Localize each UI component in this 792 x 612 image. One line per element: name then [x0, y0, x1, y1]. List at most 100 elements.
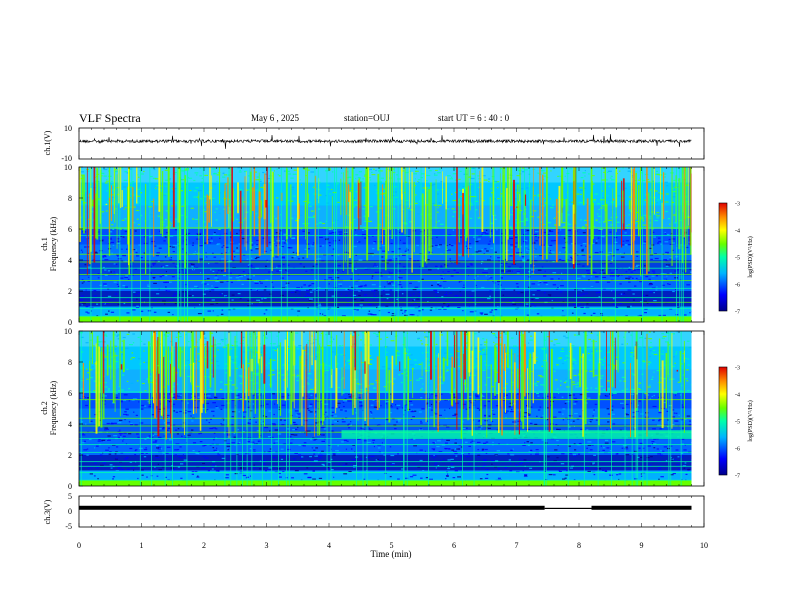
spectrogram-speckle	[155, 455, 159, 457]
spectrogram-speckle	[589, 449, 593, 451]
spectrogram-speckle	[195, 385, 200, 387]
spectrogram-speckle	[439, 274, 443, 276]
spectrogram-speckle	[398, 374, 401, 376]
spectrogram-speckle	[680, 314, 685, 316]
spectrogram-speckle	[157, 260, 161, 263]
spectrogram-speckle	[261, 296, 264, 298]
spectrogram-speckle	[664, 313, 667, 315]
spectrogram-speckle	[376, 335, 379, 337]
spectrogram-speckle	[600, 236, 605, 238]
sferic-stroke	[244, 176, 246, 247]
spectrogram-speckle	[642, 179, 646, 182]
spectrogram-speckle	[221, 457, 226, 459]
spectrogram-speckle	[465, 388, 469, 390]
spectrogram-speckle	[161, 466, 165, 468]
spectrogram-speckle	[226, 280, 230, 282]
spectrogram-speckle	[606, 408, 610, 410]
spectrogram-speckle	[530, 199, 532, 201]
spectrogram-speckle	[548, 193, 550, 196]
spectrogram-speckle	[214, 262, 219, 264]
spectrogram-speckle	[596, 240, 598, 242]
spectrogram-speckle	[215, 428, 218, 430]
spectrogram-speckle	[584, 305, 586, 307]
spectrogram-speckle	[496, 229, 498, 231]
spectrogram-speckle	[653, 394, 655, 397]
spectrogram-speckle	[433, 174, 438, 176]
spectrogram-speckle	[409, 282, 412, 284]
sferic-stroke	[99, 167, 101, 224]
spectrogram-speckle	[623, 229, 627, 231]
spectrogram-speckle	[239, 169, 241, 171]
spectrogram-speckle	[208, 388, 212, 391]
spectrogram-speckle	[396, 354, 400, 356]
spectrogram-speckle	[245, 455, 248, 457]
sferic-stroke	[271, 171, 273, 272]
sferic-stroke	[264, 173, 266, 254]
spectrogram-speckle	[181, 400, 184, 402]
spectrogram-speckle	[140, 192, 143, 194]
sferic-full-stroke	[642, 167, 643, 322]
spectrogram-speckle	[211, 289, 215, 291]
spectrogram-speckle	[295, 289, 299, 292]
spectrogram-speckle	[607, 201, 609, 203]
spectrogram-speckle	[167, 290, 171, 292]
spectrogram-speckle	[151, 240, 155, 243]
sferic-stroke	[318, 178, 320, 204]
spectrogram-speckle	[610, 272, 614, 274]
sferic-full-stroke	[681, 167, 683, 322]
sferic-stroke	[582, 179, 585, 206]
sferic-full-stroke	[180, 167, 182, 322]
spectrogram-speckle	[270, 369, 275, 371]
spectrogram-speckle	[313, 338, 318, 341]
spectrogram-speckle	[395, 258, 398, 260]
spectrogram-speckle	[391, 195, 395, 197]
spectrogram-speckle	[409, 354, 413, 356]
spectrogram-speckle	[378, 170, 381, 172]
spectrogram-speckle	[135, 414, 138, 416]
spectrogram-speckle	[639, 456, 643, 458]
sferic-stroke	[242, 196, 244, 230]
spectrogram-speckle	[197, 313, 202, 315]
spectrogram-speckle	[518, 334, 523, 336]
spectrogram-speckle	[527, 444, 530, 446]
spectrogram-speckle	[206, 278, 210, 280]
spectrogram-speckle	[627, 278, 631, 280]
spectrogram-speckle	[482, 459, 487, 461]
spectrogram-speckle	[117, 255, 119, 257]
spectrogram-speckle	[660, 449, 662, 452]
spectrogram-speckle	[595, 276, 599, 278]
spectrogram-speckle	[579, 193, 582, 195]
spectrogram-speckle	[171, 465, 173, 467]
spectrogram-speckle	[205, 201, 207, 204]
spectrogram-speckle	[537, 280, 542, 282]
spectrogram-speckle	[324, 279, 328, 281]
spectrogram-speckle	[143, 378, 145, 380]
spectrogram-speckle	[535, 311, 538, 314]
spectrogram-speckle	[662, 450, 665, 452]
spectrogram-speckle	[255, 239, 260, 242]
spectrogram-speckle	[107, 295, 112, 297]
sferic-stroke	[224, 183, 226, 273]
spectrogram-speckle	[562, 168, 565, 170]
spectrogram-speckle	[242, 254, 246, 256]
spectrogram-speckle	[622, 167, 624, 169]
spectrogram-speckle	[454, 179, 458, 181]
spectrogram-speckle	[565, 355, 569, 357]
sferic-stroke	[468, 185, 469, 258]
spectrogram-speckle	[639, 177, 641, 179]
spectrogram-speckle	[574, 413, 578, 415]
spectrogram-speckle	[398, 420, 401, 422]
spectrogram-speckle	[579, 356, 583, 358]
spectrogram-speckle	[116, 187, 120, 189]
spectrogram-speckle	[396, 407, 398, 409]
spectrogram-speckle	[169, 333, 171, 335]
spectrogram-speckle	[373, 290, 376, 292]
spectrogram-speckle	[144, 390, 147, 392]
spectrogram-speckle	[407, 457, 410, 459]
spectrogram-speckle	[147, 401, 149, 403]
wave-ylabel: ch.1(V)	[43, 130, 52, 155]
spectrogram-speckle	[570, 258, 575, 260]
spectrogram-speckle	[590, 314, 593, 316]
spectrogram-speckle	[187, 375, 190, 377]
spectrogram-speckle	[558, 357, 563, 359]
